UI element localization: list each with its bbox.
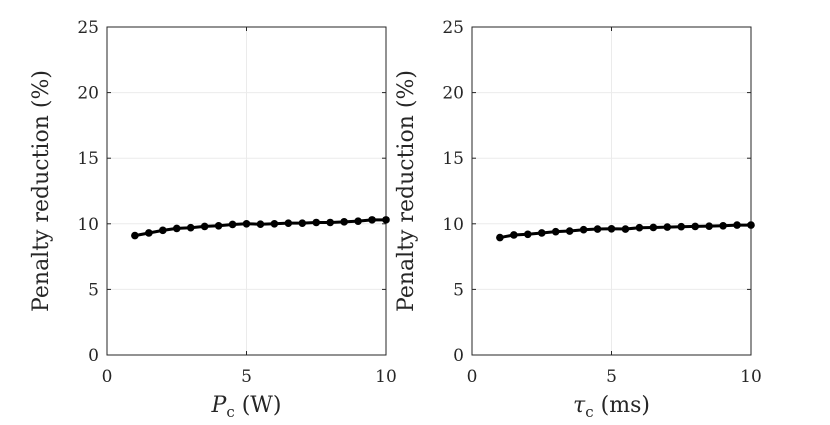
chart-0-data-point bbox=[200, 222, 209, 231]
chart-1-data-point bbox=[593, 225, 602, 233]
chart-1-data-point bbox=[705, 222, 713, 230]
chart-0-data-point bbox=[186, 223, 195, 232]
chart-1-data-point bbox=[747, 221, 755, 229]
chart-1-data-point bbox=[607, 224, 616, 233]
chart-1-data-point bbox=[677, 222, 686, 231]
chart-0-x-tick-label: 5 bbox=[241, 367, 252, 387]
chart-1-y-tick-label: 25 bbox=[442, 18, 464, 38]
chart-0-data-point bbox=[145, 229, 153, 237]
chart-0-y-tick-label: 5 bbox=[88, 280, 99, 300]
chart-1-y-tick-label: 0 bbox=[453, 346, 464, 366]
chart-0-data-point bbox=[172, 224, 181, 233]
chart-1-data-point bbox=[496, 233, 504, 242]
chart-0-data-point bbox=[214, 221, 223, 230]
chart-1-y-tick-label: 20 bbox=[442, 84, 464, 104]
chart-0-data-point bbox=[382, 216, 390, 224]
chart-1-data-point bbox=[635, 223, 644, 232]
chart-0-data-point bbox=[298, 219, 307, 227]
chart-0-data-point bbox=[242, 220, 251, 228]
chart-1-data-point bbox=[579, 225, 588, 234]
chart-1-x-tick-label: 10 bbox=[740, 367, 762, 387]
chart-0-data-point bbox=[340, 218, 348, 226]
chart-1-y-axis-label: Penalty reduction (%) bbox=[394, 70, 419, 312]
chart-0-data-point bbox=[354, 217, 362, 225]
chart-1-data-point bbox=[565, 227, 574, 235]
chart-1-data-point bbox=[691, 222, 699, 231]
chart-0-data-point bbox=[228, 220, 237, 229]
chart-1-data-point bbox=[733, 221, 741, 229]
chart-1-data-point bbox=[537, 229, 546, 237]
chart-0-data-point bbox=[284, 219, 293, 227]
chart-0-data-point bbox=[131, 231, 139, 240]
chart-1-x-tick-label: 5 bbox=[606, 367, 617, 387]
chart-1-data-point bbox=[524, 230, 532, 239]
chart-1-data-point bbox=[719, 221, 727, 230]
chart-1-data-point bbox=[551, 227, 560, 236]
chart-0-y-tick-label: 0 bbox=[88, 346, 99, 366]
chart-1-y-tick-label: 5 bbox=[453, 280, 464, 300]
chart-0-data-point bbox=[159, 226, 167, 235]
chart-power: 0 5 10 0 5 10 15 20 25 Penalty reduction (%) Pc (W… bbox=[29, 18, 397, 421]
chart-1-data-point bbox=[649, 223, 658, 232]
chart-1-y-tick-label: 10 bbox=[442, 215, 464, 235]
chart-1-x-tick-label: 0 bbox=[467, 367, 478, 387]
chart-1-x-axis-label: τc (ms) bbox=[573, 393, 650, 421]
chart-0-y-axis-label: Penalty reduction (%) bbox=[29, 70, 54, 312]
chart-1-data-point bbox=[510, 231, 518, 239]
chart-0-y-tick-label: 20 bbox=[77, 84, 99, 104]
chart-time-constant: 0 5 10 0 5 10 15 20 25 Penalty reduction (%) τc (m… bbox=[394, 18, 762, 421]
chart-1-y-tick-label: 15 bbox=[442, 149, 464, 169]
chart-0-data-point bbox=[270, 220, 279, 228]
chart-0-data-point bbox=[368, 216, 376, 224]
chart-0-x-tick-label: 0 bbox=[102, 367, 113, 387]
chart-0-x-axis-label: Pc (W) bbox=[211, 393, 282, 421]
chart-0-data-point bbox=[312, 218, 321, 227]
chart-0-x-tick-label: 10 bbox=[375, 367, 397, 387]
chart-0-data-point bbox=[256, 220, 265, 228]
chart-1-data-point bbox=[621, 225, 630, 233]
chart-0-data-point bbox=[326, 218, 335, 227]
chart-0-y-tick-label: 15 bbox=[77, 149, 99, 169]
chart-1-data-point bbox=[663, 223, 672, 231]
chart-0-y-tick-label: 10 bbox=[77, 215, 99, 235]
chart-0-y-tick-label: 25 bbox=[77, 18, 99, 38]
